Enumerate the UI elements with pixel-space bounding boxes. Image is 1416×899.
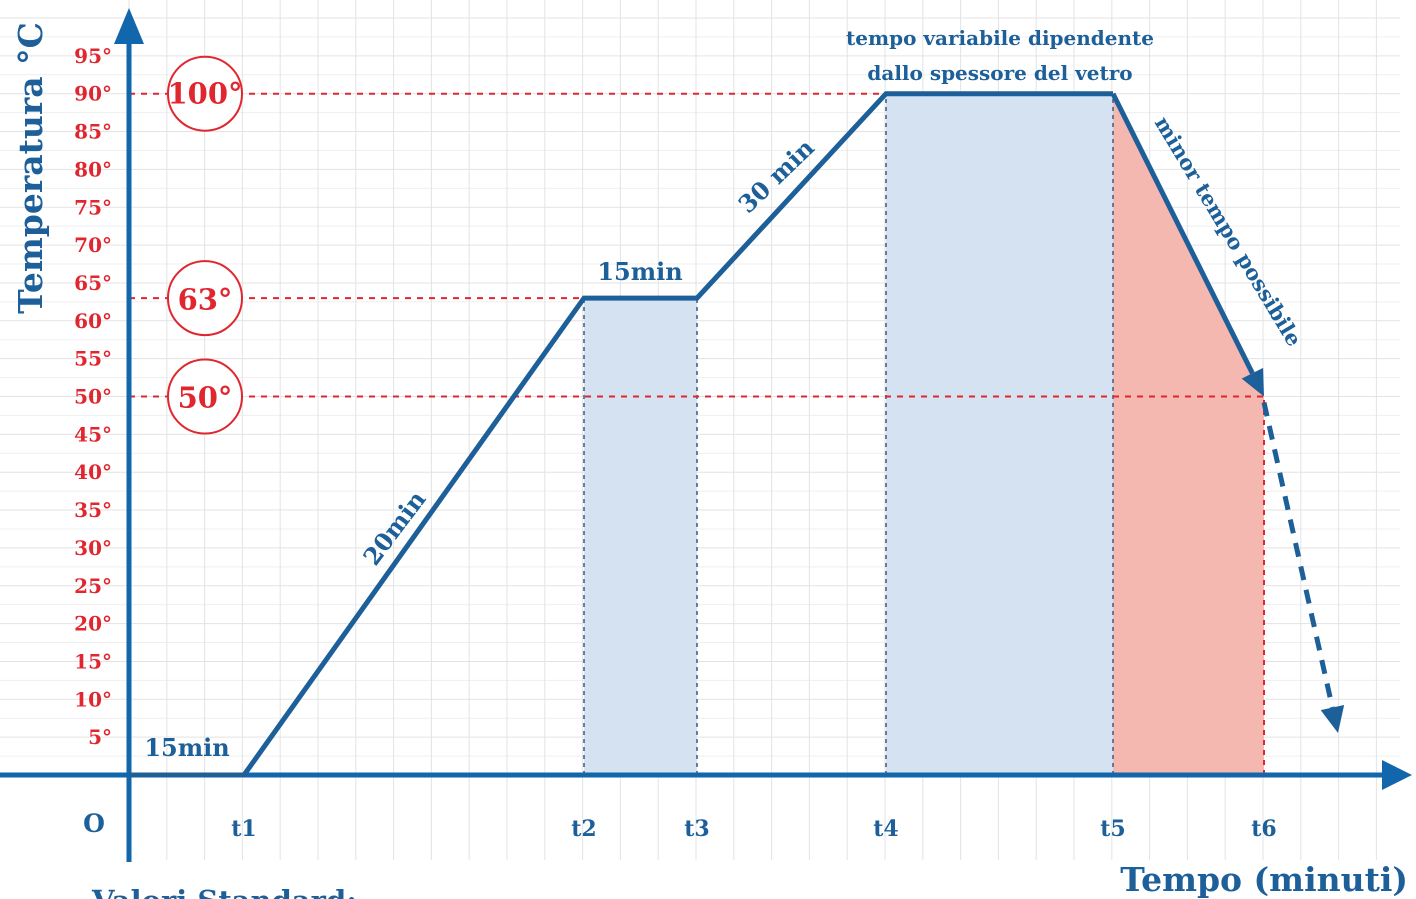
continuation-dashed-line	[1261, 401, 1335, 709]
reference-label: 50°	[178, 381, 233, 415]
y-tick-label: 15°	[74, 649, 112, 673]
segment-label-phase5-line2: dallo spessore del vetro	[867, 61, 1132, 85]
origin-label: O	[83, 809, 105, 838]
shaded-region-1	[584, 298, 697, 775]
reference-label: 63°	[178, 282, 233, 316]
y-tick-label: 50°	[74, 385, 112, 409]
series-line	[129, 91, 1113, 778]
y-tick-label: 70°	[74, 233, 112, 257]
footer-label: Valori Standard:	[91, 884, 357, 899]
y-tick-label: 40°	[74, 460, 112, 484]
series-arrows	[1110, 92, 1345, 733]
y-tick-label: 90°	[74, 82, 112, 106]
y-tick-label: 80°	[74, 157, 112, 181]
y-axis-title: Temperatura °C	[11, 22, 50, 314]
shaded-region-2	[886, 93, 1113, 775]
x-tick-labels: t1 t2 t3 t4 t5 t6	[231, 816, 1276, 842]
y-axis-arrow	[114, 8, 144, 44]
segment-label-phase5-line1: tempo variabile dipendente	[846, 26, 1154, 50]
segment-label-phase3: 15min	[597, 257, 682, 286]
y-tick-label: 75°	[74, 195, 112, 219]
y-tick-label: 85°	[74, 120, 112, 144]
cooling-line	[1110, 92, 1255, 375]
x-tick-label-t1: t1	[231, 816, 256, 842]
reference-label: 100°	[167, 76, 242, 110]
series-line-path	[129, 91, 1113, 778]
y-tick-label: 65°	[74, 271, 112, 295]
x-axis-title: Tempo (minuti)	[1120, 860, 1408, 899]
y-tick-label: 45°	[74, 422, 112, 446]
x-axis-arrow	[1382, 760, 1412, 790]
y-tick-label: 95°	[74, 44, 112, 68]
y-tick-label: 25°	[74, 574, 112, 598]
shaded-regions	[584, 93, 1264, 775]
y-tick-label: 35°	[74, 498, 112, 522]
reference-circle	[167, 260, 243, 337]
y-tick-labels: 5° 10° 15° 20° 25° 30° 35° 40° 45° 50° 55° 60° 65° 70…	[74, 44, 112, 749]
continuation-arrowhead	[1320, 705, 1345, 733]
x-tick-label-t2: t2	[571, 816, 596, 842]
cooling-arrowhead	[1241, 367, 1264, 397]
x-tick-label-t3: t3	[684, 816, 709, 842]
x-tick-label-t6: t6	[1251, 816, 1276, 842]
y-tick-label: 55°	[74, 347, 112, 371]
y-tick-label: 5°	[88, 725, 112, 749]
shaded-region-3	[1113, 93, 1264, 775]
segment-label-phase1: 15min	[144, 733, 229, 762]
y-tick-label: 60°	[74, 309, 112, 333]
reference-labels: 100° 63° 50°	[167, 55, 243, 435]
x-tick-label-t4: t4	[873, 816, 898, 842]
reference-circle	[167, 358, 243, 435]
reference-circle	[167, 55, 243, 132]
y-tick-label: 30°	[74, 536, 112, 560]
x-tick-label-t5: t5	[1100, 816, 1125, 842]
y-tick-label: 20°	[74, 612, 112, 636]
y-tick-label: 10°	[74, 687, 112, 711]
